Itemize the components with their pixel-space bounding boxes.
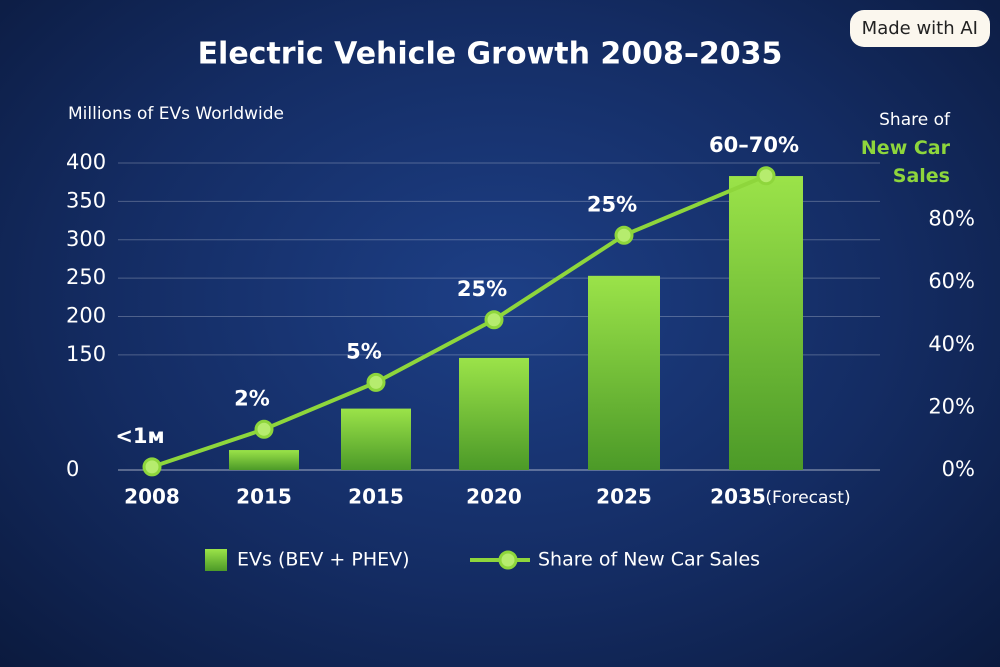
share-annotation: 25% [457,277,507,301]
share-annotation: 25% [587,192,637,216]
y2-tick-label: 80% [928,207,975,231]
y-tick-label: 400 [66,150,106,174]
legend-label: EVs (BEV + PHEV) [237,549,410,571]
bar [229,450,299,470]
y2-axis-label-main: New Car Sales [860,137,950,187]
legend-marker [498,550,518,570]
legend-swatch [205,549,227,571]
y-tick-label: 300 [66,227,106,251]
share-point [484,310,504,330]
y2-tick-label: 40% [928,332,975,356]
forecast-note: (Forecast) [765,488,850,508]
x-tick-label: 2015 [236,485,292,509]
y2-tick-label: 0% [942,457,975,481]
x-tick-label: 2035 [710,485,766,509]
share-annotation: 2% [234,386,270,410]
bar [729,176,803,471]
y-axis-label: Millions of EVs Worldwide [68,104,284,124]
x-tick-label: 2015 [348,485,404,509]
bar [341,408,411,470]
share-annotation: <1м [115,424,164,448]
chart-title: Electric Vehicle Growth 2008–2035 [198,37,783,72]
share-point [142,457,162,477]
share-annotation: 5% [346,339,382,363]
y2-axis-label-top: Share of [879,110,950,130]
x-tick-label: 2020 [466,485,522,509]
share-annotation: 60–70% [709,133,799,157]
y-tick-label: 150 [66,342,106,366]
share-point [254,419,274,439]
y-tick-label: 350 [66,188,106,212]
y-tick-label: 250 [66,265,106,289]
share-point [614,225,634,245]
y2-tick-label: 20% [928,394,975,418]
y-tick-label: 200 [66,304,106,328]
bar [588,275,660,470]
ai-badge: Made with AI [849,10,990,47]
y2-axis-label: Share of New Car Sales [820,106,950,190]
y-tick-label: 0 [66,457,79,481]
bar [459,357,529,470]
share-point [366,372,386,392]
share-point [756,166,776,186]
legend-label: Share of New Car Sales [538,549,760,571]
share-line [151,173,767,469]
x-tick-label: 2025 [596,485,652,509]
y2-tick-label: 60% [928,269,975,293]
x-tick-label: 2008 [124,485,180,509]
